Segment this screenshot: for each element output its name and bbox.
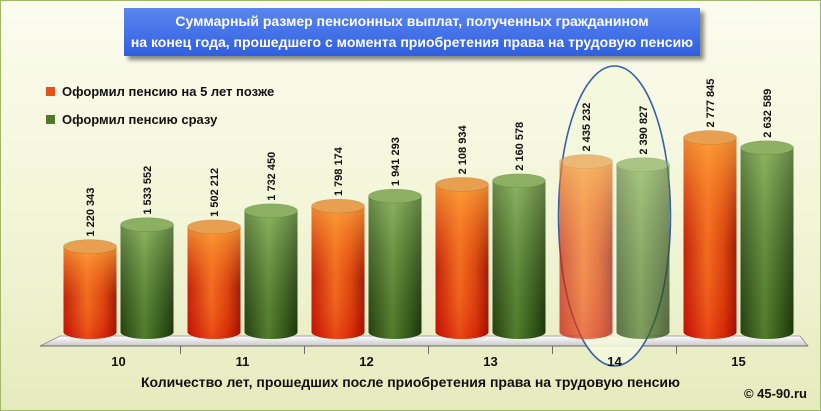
legend: Оформил пенсию на 5 лет позже Оформил пе… [46, 80, 274, 136]
x-tick-label: 11 [236, 354, 250, 369]
data-label: 1 220 343 [85, 188, 97, 237]
data-label: 2 108 934 [457, 125, 469, 175]
bar-gloss [683, 137, 737, 339]
bar-top [311, 198, 365, 214]
bar-gloss [187, 226, 241, 339]
chart-title-line1: Суммарный размер пенсионных выплат, полу… [175, 13, 649, 29]
x-tick-label: 12 [359, 354, 373, 369]
bar-gloss [368, 196, 422, 339]
legend-swatch-late [46, 86, 55, 96]
bar-top [120, 217, 174, 232]
watermark: © 45-90.ru [743, 386, 807, 401]
x-axis-title: Количество лет, прошедших после приобрет… [140, 374, 680, 390]
bar-top [368, 188, 422, 204]
bar-late-15 [683, 130, 737, 339]
bar-late-14 [559, 154, 613, 339]
bar-now-11 [244, 203, 298, 339]
data-label: 2 632 589 [762, 89, 774, 138]
data-label: 2 160 578 [514, 122, 526, 171]
data-label: 1 798 174 [333, 146, 345, 196]
data-label: 1 941 293 [390, 137, 402, 186]
bar-top [616, 157, 670, 172]
bar-now-10 [120, 217, 174, 339]
bar-late-12 [311, 198, 365, 339]
bar-gloss [435, 184, 489, 339]
bar-late-10 [63, 239, 117, 339]
legend-label-now: Оформил пенсию сразу [62, 111, 218, 127]
legend-item-now: Оформил пенсию сразу [46, 108, 274, 130]
data-label: 2 777 845 [705, 79, 717, 128]
bar-gloss [616, 164, 670, 339]
bar-top [740, 140, 794, 156]
data-label: 1 732 450 [266, 152, 278, 201]
bar-gloss [120, 224, 174, 339]
x-tick-label: 13 [483, 354, 497, 369]
bar-now-12 [368, 188, 422, 339]
data-label: 1 502 212 [209, 168, 221, 217]
x-tick-label: 15 [731, 354, 745, 369]
bar-top [63, 239, 117, 254]
bar-top [683, 130, 737, 145]
legend-label-late: Оформил пенсию на 5 лет позже [62, 83, 275, 99]
bar-gloss [740, 147, 794, 339]
x-tick-label: 14 [607, 354, 622, 369]
bar-top [244, 203, 298, 219]
bar-gloss [311, 206, 365, 339]
bar-now-15 [740, 140, 794, 339]
bar-gloss [492, 180, 546, 339]
bar-gloss [244, 210, 298, 339]
chart-title: Суммарный размер пенсионных выплат, полу… [124, 8, 700, 56]
bar-top [187, 219, 241, 235]
data-label: 1 533 552 [142, 166, 154, 215]
x-tick-label: 10 [111, 354, 125, 369]
bar-late-13 [435, 177, 489, 339]
data-label: 2 435 232 [581, 103, 593, 152]
bar-top [492, 173, 546, 189]
bar-late-11 [187, 219, 241, 339]
bar-gloss [559, 161, 613, 339]
bar-top [435, 177, 489, 192]
legend-item-late: Оформил пенсию на 5 лет позже [46, 80, 274, 102]
bar-now-14 [616, 157, 670, 339]
bar-now-13 [492, 173, 546, 339]
bar-gloss [63, 246, 117, 339]
bar-top [559, 154, 613, 169]
chart-title-line2: на конец года, прошедшего с момента прио… [130, 34, 694, 50]
legend-swatch-now [46, 114, 55, 124]
data-label: 2 390 827 [638, 106, 650, 155]
